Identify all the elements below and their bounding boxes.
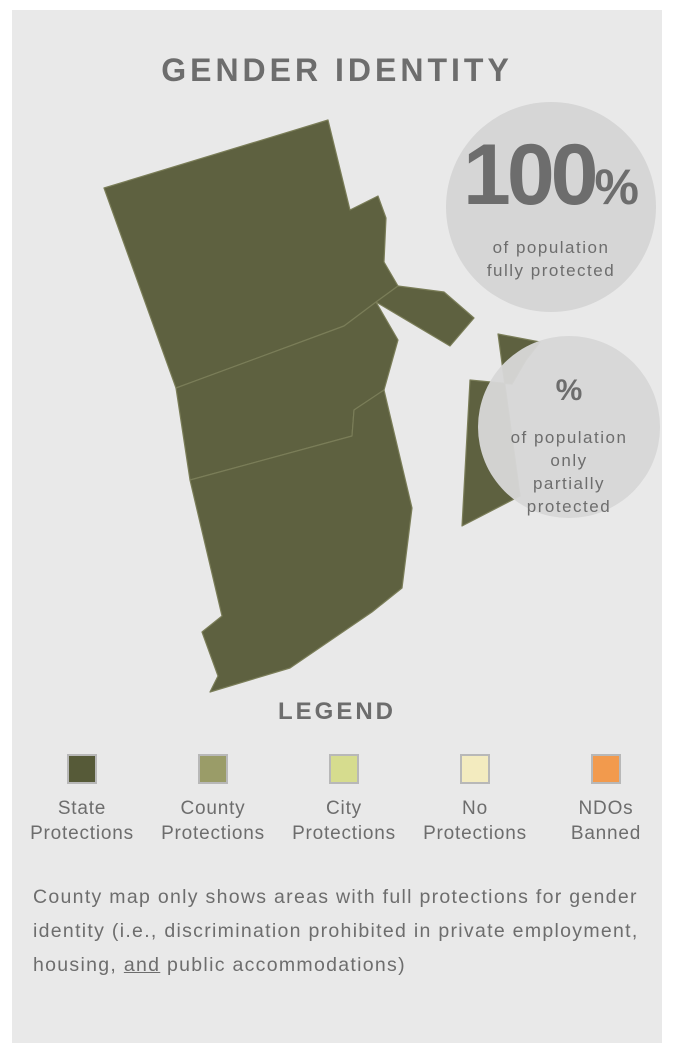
page-title: GENDER IDENTITY — [161, 52, 513, 88]
full-protection-value: 100 — [463, 127, 598, 223]
footnote-underlined-word: and — [123, 954, 161, 976]
legend-swatch-county — [198, 754, 228, 784]
legend-label-line2: Protections — [30, 823, 134, 844]
legend-label-line2: Protections — [161, 823, 265, 844]
legend-label-line2: Protections — [292, 823, 396, 844]
legend-label-line2: Banned — [570, 823, 642, 844]
legend-item-city: City Protections — [278, 754, 410, 846]
partial-protection-label-line2: only — [550, 451, 588, 470]
full-protection-label-line1: of population — [492, 238, 610, 257]
legend-label-line1: City — [326, 798, 362, 819]
legend-swatch-ndos-banned — [591, 754, 621, 784]
legend-item-county: County Protections — [147, 754, 279, 846]
legend-label-line1: NDOs — [578, 798, 634, 819]
footnote: County map only shows areas with full pr… — [33, 880, 663, 982]
legend-label-line1: County — [180, 798, 246, 819]
legend-title: LEGEND — [277, 698, 396, 725]
footnote-text-before: County map only shows areas with full pr… — [33, 886, 639, 976]
full-protection-label-line2: fully protected — [486, 261, 616, 280]
footnote-text-after: public accommodations) — [160, 954, 406, 976]
legend-item-none: No Protections — [409, 754, 541, 846]
full-protection-stat: 100% of population fully protected — [446, 102, 656, 312]
partial-protection-label-line1: of population — [510, 428, 628, 447]
partial-protection-stat: % of population only partially protected — [478, 336, 660, 518]
state-map — [103, 119, 541, 693]
legend-item-ndos-banned: NDOs Banned — [540, 754, 672, 846]
county-bristol — [375, 285, 475, 347]
full-protection-percent-sign: % — [594, 159, 639, 215]
legend-label-line2: Protections — [423, 823, 527, 844]
partial-protection-label-line4: protected — [526, 497, 612, 516]
partial-protection-value: % — [555, 374, 583, 407]
legend-label-line1: State — [57, 798, 107, 819]
legend-swatch-none — [460, 754, 490, 784]
legend-label-line1: No — [462, 798, 488, 819]
legend-swatch-city — [329, 754, 359, 784]
legend-swatch-state — [67, 754, 97, 784]
county-south — [189, 389, 413, 693]
partial-protection-label-line3: partially — [532, 474, 606, 493]
legend-item-state: State Protections — [16, 754, 148, 846]
